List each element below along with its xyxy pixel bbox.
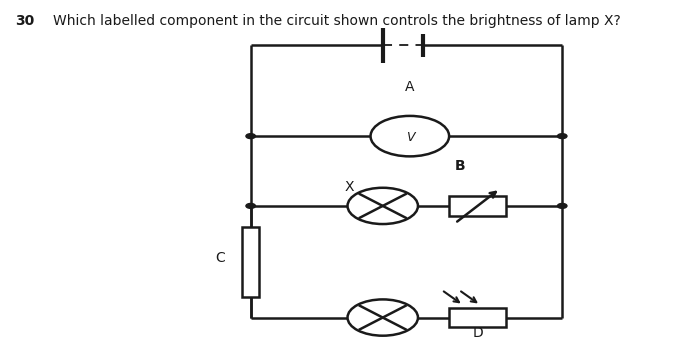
- Circle shape: [558, 204, 567, 208]
- Text: B: B: [455, 159, 466, 173]
- Text: Which labelled component in the circuit shown controls the brightness of lamp X?: Which labelled component in the circuit …: [53, 14, 621, 28]
- Text: A: A: [405, 80, 415, 94]
- Circle shape: [246, 134, 256, 138]
- Circle shape: [246, 204, 256, 208]
- Bar: [243, 227, 259, 297]
- Circle shape: [348, 188, 418, 224]
- Text: V: V: [406, 131, 414, 144]
- Text: X: X: [344, 180, 354, 194]
- Bar: [448, 308, 507, 327]
- Bar: [448, 196, 507, 215]
- Circle shape: [370, 116, 449, 156]
- Circle shape: [348, 299, 418, 336]
- Text: C: C: [215, 251, 225, 265]
- Circle shape: [558, 134, 567, 138]
- Text: D: D: [472, 326, 483, 340]
- Text: 30: 30: [15, 14, 35, 28]
